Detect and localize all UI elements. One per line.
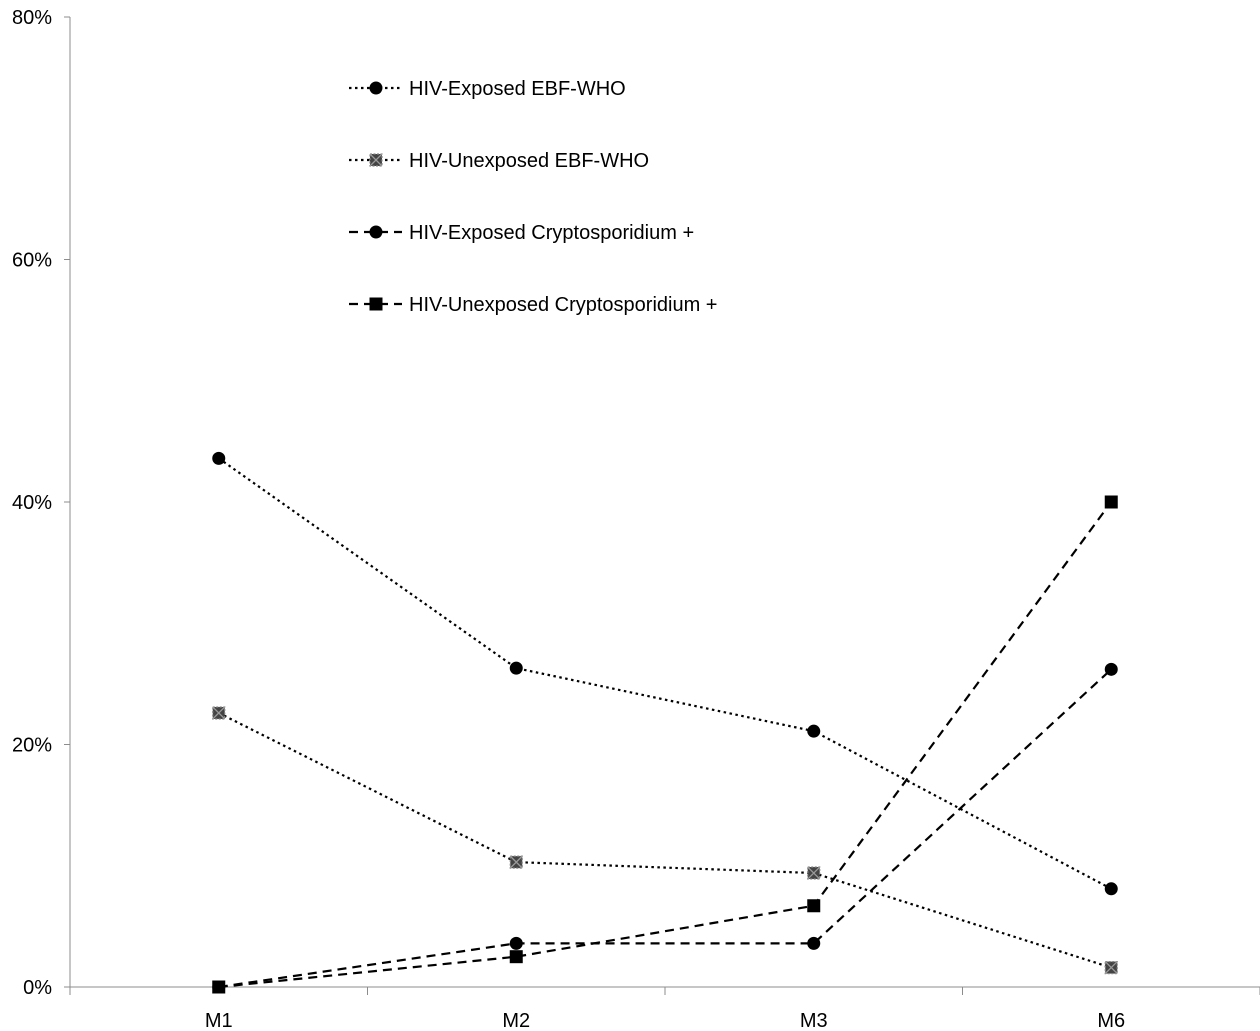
legend-marker [369,225,383,239]
x-tick-label: M3 [800,1010,828,1031]
legend: HIV-Exposed EBF-WHO HIV-Unexposed EBF-WHO… [349,78,717,316]
series-2 [212,706,1118,975]
data-point [212,980,226,994]
legend-label: HIV-Exposed Cryptosporidium + [409,222,694,244]
x-tick-label: M2 [502,1010,530,1031]
legend-item-3: HIV-Exposed Cryptosporidium + [349,222,694,244]
y-tick-label: 40% [12,492,52,514]
legend-item-2: HIV-Unexposed EBF-WHO [349,150,649,172]
data-point [509,855,523,869]
data-point [1104,960,1118,975]
data-point [807,724,821,738]
series-line [218,668,1112,989]
data-point [509,936,523,950]
series-layer [212,451,1118,994]
data-point [212,451,226,465]
data-point [509,661,523,675]
x-tick-label: M1 [205,1010,233,1031]
marker-cross [212,706,226,720]
y-tick-label: 20% [12,735,52,757]
series-line [218,457,1112,890]
marker-cross [1104,961,1118,975]
series-line [218,501,1113,989]
legend-label: HIV-Exposed EBF-WHO [409,78,626,100]
x-tick-label: M6 [1097,1010,1125,1031]
y-tick-label: 80% [12,7,52,29]
legend-item-1: HIV-Exposed EBF-WHO [349,78,626,100]
data-point [1104,882,1118,896]
series-4 [212,495,1118,994]
data-point [807,866,821,880]
data-point [212,706,226,720]
series-line [218,711,1112,969]
marker-cross [807,866,821,880]
legend-marker [369,81,383,95]
axes: 0% 20% 40% 60% 80% M1 M2 M3 M6 [12,7,1260,1031]
data-point [1104,495,1118,509]
legend-marker [369,153,383,167]
series-1 [212,451,1118,896]
legend-label: HIV-Unexposed Cryptosporidium + [409,294,717,316]
y-tick-label: 60% [12,250,52,272]
data-point [1104,662,1118,676]
series-3 [212,662,1118,994]
legend-marker [369,297,383,311]
marker-cross [369,153,383,167]
data-point [509,950,523,964]
legend-item-4: HIV-Unexposed Cryptosporidium + [349,294,717,316]
marker-cross [509,855,523,869]
data-point [807,899,821,913]
data-point [807,936,821,950]
y-tick-label: 0% [23,977,52,999]
legend-label: HIV-Unexposed EBF-WHO [409,150,649,172]
